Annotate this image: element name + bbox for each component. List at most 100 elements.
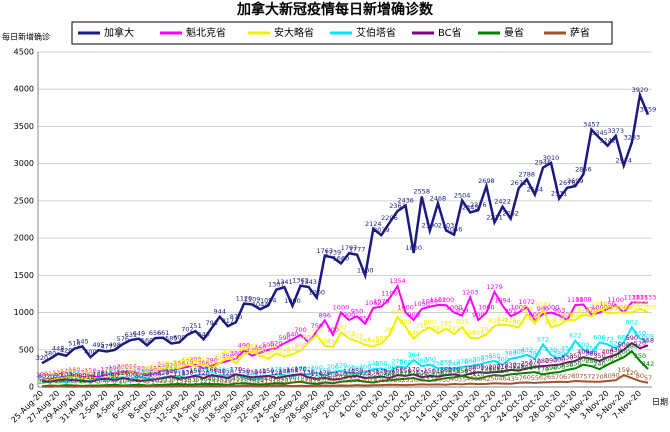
data-label: 280 (537, 357, 549, 365)
data-label: 140 (214, 368, 226, 376)
data-label: 440 (286, 345, 298, 353)
data-label: 1094 (260, 297, 277, 305)
data-label: 1138 (624, 293, 641, 301)
data-label: 90 (70, 371, 78, 379)
data-label: 180 (117, 365, 129, 373)
data-label: 90 (54, 371, 62, 379)
data-label: 70 (46, 373, 54, 381)
data-label: 242 (642, 360, 654, 368)
data-label: 100 (92, 371, 104, 379)
data-label: 240 (367, 360, 379, 368)
data-label: 2100 (422, 222, 439, 230)
data-label: 12 (159, 377, 167, 385)
data-label: 590 (626, 334, 638, 342)
data-label: 230 (157, 361, 169, 369)
data-label: 649 (407, 330, 419, 338)
data-label: 160 (391, 366, 403, 374)
data-label: 26 (377, 376, 385, 384)
data-label: 130 (117, 368, 129, 376)
data-label: 834 (553, 316, 565, 324)
data-label: 480 (246, 342, 258, 350)
data-label: 276 (391, 357, 403, 365)
data-label: 948 (585, 307, 597, 315)
data-label: 498 (109, 341, 121, 349)
data-label: 290 (545, 356, 557, 364)
data-label: 14 (208, 377, 216, 385)
data-label: 25 (353, 376, 361, 384)
data-label: 2436 (397, 197, 414, 205)
data-label: 180 (149, 365, 161, 373)
data-label: 150 (399, 367, 411, 375)
data-label: 900 (561, 311, 573, 319)
data-label: 653 (343, 329, 355, 337)
data-label: 110 (173, 370, 185, 378)
data-label: 65 (547, 373, 555, 381)
data-label: 110 (92, 370, 104, 378)
data-label: 22 (337, 376, 345, 384)
y-tick-label: 0 (29, 383, 34, 392)
series-line (41, 90, 650, 365)
data-label: 90 (78, 371, 86, 379)
data-label: 170 (133, 365, 145, 373)
legend-label: 魁北克省 (186, 26, 226, 39)
data-label: 850 (359, 315, 371, 323)
data-label: 30 (442, 376, 450, 384)
data-label: 2363 (389, 202, 406, 210)
data-label: 130 (60, 368, 72, 376)
data-label: 2946 (535, 159, 552, 167)
data-label: 100 (125, 371, 137, 379)
data-label: 25 (62, 376, 70, 384)
data-label: 150 (238, 367, 250, 375)
data-label: 14 (256, 377, 264, 385)
data-label: 704 (480, 326, 492, 334)
data-label: 364 (407, 351, 419, 359)
data-label: 802 (626, 318, 638, 326)
data-label: 230 (504, 361, 516, 369)
data-label: 170 (448, 365, 460, 373)
data-label: 2698 (478, 177, 495, 185)
data-label: 520 (634, 339, 646, 347)
data-label: 1050 (413, 300, 430, 308)
data-label: 140 (343, 368, 355, 376)
data-label: 3920 (632, 86, 649, 94)
data-label: 430 (609, 346, 621, 354)
data-label: 900 (529, 311, 541, 319)
series-line (41, 349, 649, 388)
data-label: 350 (593, 352, 605, 360)
data-label: 46 (498, 375, 506, 383)
data-label: 1343 (300, 278, 317, 286)
data-label: 40 (248, 375, 256, 383)
data-label: 180 (133, 365, 145, 373)
data-label: 590 (278, 334, 290, 342)
legend-label: 加拿大 (104, 26, 134, 39)
data-label: 170 (230, 365, 242, 373)
data-label: 100 (36, 371, 48, 379)
data-label: 300 (189, 356, 201, 364)
data-label: 140 (60, 368, 72, 376)
data-label: 656 (149, 329, 161, 337)
data-label: 1000 (510, 304, 527, 312)
data-label: 160 (141, 366, 153, 374)
data-label: 190 (545, 364, 557, 372)
data-label: 10 (38, 377, 46, 385)
data-label: 8 (105, 377, 109, 385)
data-label: 8 (169, 377, 173, 385)
data-label: 649 (133, 330, 145, 338)
data-label: 1660 (333, 254, 350, 262)
data-label: 300 (181, 356, 193, 364)
data-label: 140 (432, 368, 444, 376)
data-label: 80 (54, 372, 62, 380)
data-label: 660 (464, 329, 476, 337)
data-label: 732 (335, 324, 347, 332)
data-label: 140 (133, 368, 145, 376)
data-label: 160 (278, 366, 290, 374)
data-label: 200 (125, 363, 137, 371)
data-label: 1108 (575, 296, 592, 304)
data-label: 1000 (591, 304, 608, 312)
data-label: 150 (222, 367, 234, 375)
data-label: 250 (157, 359, 169, 367)
data-label: 20 (280, 377, 288, 385)
data-label: 750 (311, 322, 323, 330)
data-label: 1003 (640, 303, 657, 311)
data-label: 300 (424, 356, 436, 364)
